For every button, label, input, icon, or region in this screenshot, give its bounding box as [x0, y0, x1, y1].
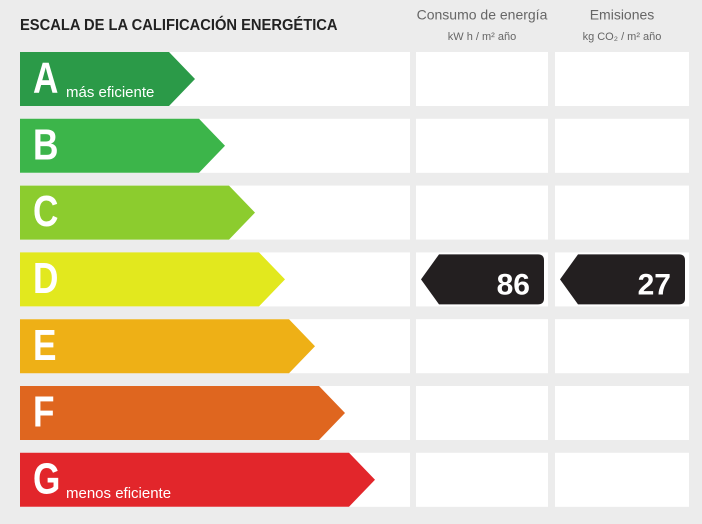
rating-letter: D: [33, 254, 58, 303]
rating-value: 27: [638, 268, 671, 301]
rating-arrow: [20, 52, 195, 106]
rating-arrow: [20, 386, 345, 440]
column-title: Consumo de energía: [417, 7, 548, 23]
value-cell: [555, 185, 689, 240]
value-cell: [416, 118, 548, 173]
rating-badge: [560, 254, 685, 305]
rating-letter: B: [33, 121, 58, 170]
rating-badge: [421, 254, 544, 305]
value-cell: [555, 386, 689, 440]
rating-letter: A: [33, 54, 58, 103]
rating-arrow: [20, 118, 225, 173]
rating-value: 86: [497, 268, 530, 301]
column-unit: kg CO₂ / m² año: [583, 31, 662, 43]
rating-letter: C: [33, 188, 58, 237]
rating-note: más eficiente: [66, 84, 154, 101]
rating-arrow: [20, 252, 285, 307]
title: ESCALA DE LA CALIFICACIÓN ENERGÉTICA: [20, 16, 338, 35]
value-cell: [416, 386, 548, 440]
rating-letter: F: [33, 388, 55, 437]
rating-arrow: [20, 452, 375, 507]
rating-arrow: [20, 319, 315, 374]
value-cell: [416, 319, 548, 374]
rating-arrow: [20, 185, 255, 240]
rating-letter: G: [33, 455, 60, 504]
rating-note: menos eficiente: [66, 485, 171, 502]
value-cell: [555, 319, 689, 374]
value-cell: [416, 452, 548, 507]
column-unit: kW h / m² año: [448, 31, 516, 43]
value-cell: [416, 185, 548, 240]
value-cell: [416, 52, 548, 106]
value-cell: [555, 52, 689, 106]
value-cell: [555, 452, 689, 507]
rating-letter: E: [33, 321, 56, 370]
value-cell: [555, 118, 689, 173]
column-title: Emisiones: [590, 7, 655, 23]
